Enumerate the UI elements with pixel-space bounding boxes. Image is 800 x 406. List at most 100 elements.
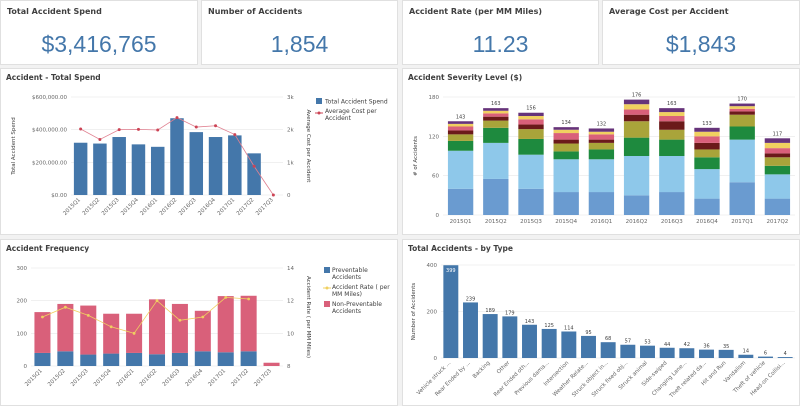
stacked-segment: [553, 127, 579, 130]
stacked-segment: [764, 138, 791, 143]
legend-label: Accident Rate ( per: [332, 284, 390, 291]
stacked-segment: [588, 142, 615, 150]
line-point: [247, 297, 251, 301]
y-tick-label: 300: [17, 266, 28, 272]
y-tick-label: 180: [429, 95, 440, 101]
data-label: 4: [784, 351, 787, 357]
x-tick-label: 2016Q2: [139, 368, 159, 388]
line-point: [79, 127, 83, 131]
data-label: 125: [544, 323, 554, 329]
line-point: [136, 127, 140, 131]
bar-preventable: [240, 351, 257, 366]
chart-accident-frequency[interactable]: Accident Frequency 0 100 200 300 8 10 12 14 2015…: [0, 239, 398, 406]
kpi-total-spend[interactable]: Total Accident Spend $3,416,765: [0, 0, 198, 65]
series-line: [42, 296, 249, 334]
x-tick-label: 2016Q1: [116, 368, 136, 388]
y2-tick-label: 2k: [287, 128, 294, 134]
bar-non-preventable: [148, 299, 166, 355]
data-label: 143: [525, 319, 535, 325]
bar: [131, 144, 146, 195]
y-tick-label: $200,000.00: [32, 160, 67, 166]
stacked-segment: [694, 157, 720, 170]
x-tick-label: 2015Q3: [520, 219, 542, 225]
stacked-segment: [588, 134, 615, 140]
line-point: [214, 124, 218, 128]
y2-tick-label: 1k: [287, 160, 294, 166]
kpi-average-cost[interactable]: Average Cost per Accident $1,843: [602, 0, 800, 65]
bar: [620, 344, 636, 358]
stacked-segment: [518, 129, 544, 139]
chart-title: Accident Severity Level ($): [408, 73, 523, 82]
bar-preventable: [148, 354, 166, 366]
stacked-segment: [694, 142, 720, 150]
x-tick-label: 2017Q2: [230, 368, 250, 388]
bar: [777, 357, 793, 358]
x-tick-label: 2016Q3: [162, 368, 182, 388]
stacked-segment: [518, 116, 544, 120]
severity-level-chart: 0 60 120 180 143 2015Q1 163 2015Q2 156 2015Q3 134 2…: [413, 93, 795, 225]
y-axis-label: # of Accidents: [413, 136, 419, 176]
stacked-segment: [623, 104, 650, 110]
data-label: 156: [526, 106, 536, 112]
chart-total-spend[interactable]: Accident - Total Spend $0.00 $200,000.00 $…: [0, 68, 398, 235]
stacked-segment: [588, 192, 615, 215]
bar-preventable: [80, 354, 97, 366]
x-tick-label: Head-on Collisi...: [749, 360, 786, 397]
stacked-segment: [588, 139, 615, 143]
legend-label: Non-Preventable: [332, 301, 382, 308]
x-tick-label: Backing: [472, 360, 492, 380]
bar-preventable: [194, 351, 211, 366]
y-tick-label: 0: [434, 356, 438, 362]
line-point: [132, 331, 136, 335]
y2-tick-label: 0: [287, 193, 291, 199]
x-tick-label: 2015Q4: [555, 219, 577, 225]
bar-preventable: [57, 351, 74, 366]
line-point: [63, 305, 67, 309]
stacked-segment: [588, 159, 615, 193]
bar-non-preventable: [80, 305, 97, 355]
line-point: [252, 164, 256, 168]
data-label: 189: [485, 308, 495, 314]
y-tick-label: 200: [427, 310, 438, 316]
data-label: 163: [491, 101, 501, 107]
stacked-segment: [729, 182, 755, 215]
y2-tick-label: 8: [287, 364, 291, 370]
kpi-value: 1,854: [270, 31, 329, 57]
kpi-title: Total Accident Spend: [7, 7, 102, 16]
y-axis-label: Total Accident Spend: [11, 117, 17, 175]
chart-severity-level[interactable]: Accident Severity Level ($) 0 60 120 180 143…: [402, 68, 800, 235]
x-tick-label: 2016Q2: [626, 219, 648, 225]
stacked-segment: [483, 113, 509, 117]
kpi-accident-rate[interactable]: Accident Rate (per MM Miles) 11.23: [402, 0, 599, 65]
y-axis-label: Number of Accidents: [411, 283, 417, 341]
stacked-segment: [483, 120, 509, 128]
stacked-segment: [623, 121, 650, 138]
line-point: [117, 128, 121, 132]
kpi-number-of-accidents[interactable]: Number of Accidents 1,854: [201, 0, 398, 65]
x-tick-label: 2016Q4: [185, 368, 205, 388]
y-tick-label: 60: [432, 174, 439, 180]
data-label: 163: [667, 101, 677, 107]
stacked-segment: [694, 131, 720, 137]
bar: [738, 354, 754, 358]
bar: [112, 137, 126, 195]
x-tick-label: Other: [496, 360, 512, 376]
stacked-segment: [623, 114, 650, 122]
stacked-segment: [623, 156, 650, 196]
bar-non-preventable: [103, 313, 120, 354]
legend-swatch: [324, 301, 330, 307]
data-label: 179: [505, 310, 515, 316]
stacked-segment: [518, 124, 544, 130]
stacked-segment: [483, 116, 509, 121]
legend-label: Accidents: [332, 274, 361, 281]
data-label: 143: [456, 114, 466, 120]
y-tick-label: 120: [429, 134, 440, 140]
bar-non-preventable: [194, 310, 211, 352]
stacked-segment: [553, 159, 579, 193]
y2-axis-label: Accident Rate ( per MM Miles): [305, 276, 311, 358]
bar: [93, 143, 107, 195]
chart-accidents-by-type[interactable]: Total Accidents - by Type 0 200 400 399 239 1…: [402, 239, 800, 406]
bar: [659, 347, 675, 358]
y-tick-label: 100: [17, 331, 28, 337]
stacked-segment: [483, 108, 509, 111]
